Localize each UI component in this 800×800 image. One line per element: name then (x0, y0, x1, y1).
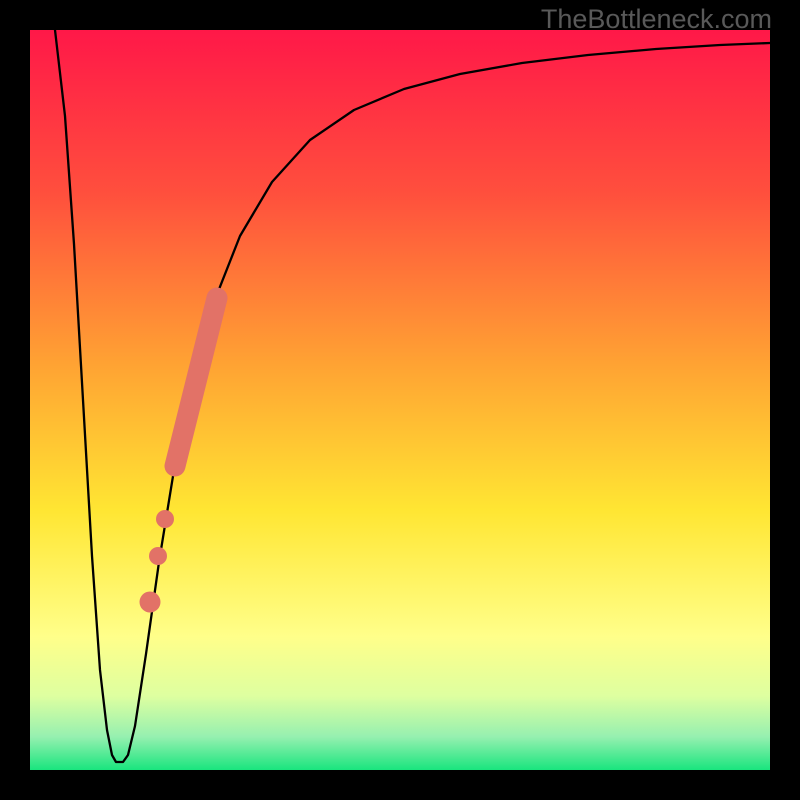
plot-area (30, 30, 770, 770)
chart-frame: TheBottleneck.com (0, 0, 800, 800)
watermark-text: TheBottleneck.com (541, 4, 772, 35)
